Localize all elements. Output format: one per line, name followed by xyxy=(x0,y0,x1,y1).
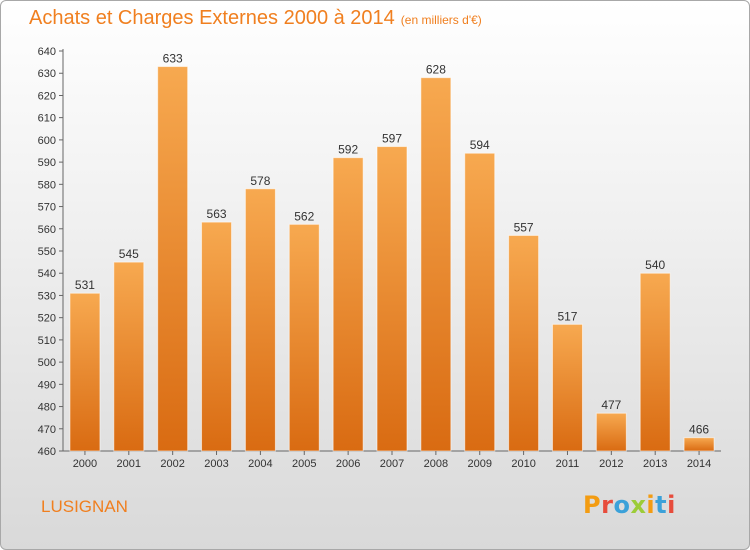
x-tick-label: 2007 xyxy=(380,458,404,470)
logo-letter: i xyxy=(667,491,676,519)
logo-letter: P xyxy=(583,491,602,519)
y-tick-label: 460 xyxy=(38,446,56,458)
bar-2006 xyxy=(333,157,364,451)
y-tick-label: 540 xyxy=(38,268,56,280)
x-tick-label: 2009 xyxy=(467,458,491,470)
x-tick-label: 2004 xyxy=(248,458,272,470)
chart-unit: (en milliers d'€) xyxy=(400,13,482,27)
y-tick-label: 560 xyxy=(38,224,56,236)
data-label: 578 xyxy=(250,174,270,188)
data-label: 466 xyxy=(689,423,709,437)
data-label: 594 xyxy=(470,138,490,152)
x-tick-label: 2001 xyxy=(117,458,141,470)
data-label: 540 xyxy=(645,258,665,272)
bar-2005 xyxy=(289,224,320,451)
bar-2012 xyxy=(596,413,627,451)
y-tick-label: 630 xyxy=(38,68,56,80)
x-tick-label: 2003 xyxy=(204,458,228,470)
bar-2004 xyxy=(245,188,276,451)
y-tick-label: 620 xyxy=(38,90,56,102)
data-label: 563 xyxy=(207,207,227,221)
bar-2000 xyxy=(69,293,100,451)
y-tick-label: 570 xyxy=(38,202,56,214)
bar-2002 xyxy=(157,66,188,452)
data-label: 562 xyxy=(294,209,314,223)
x-tick-label: 2011 xyxy=(556,458,580,470)
chart-title: Achats et Charges Externes 2000 à 2014 (e… xyxy=(29,7,482,30)
chart-title-text: Achats et Charges Externes 2000 à 2014 xyxy=(29,7,395,29)
bar-2001 xyxy=(113,262,144,451)
bar-2009 xyxy=(464,153,495,451)
y-tick-label: 520 xyxy=(38,313,56,325)
bar-2003 xyxy=(201,222,232,451)
commune-name: LUSIGNAN xyxy=(41,497,128,516)
y-tick-label: 610 xyxy=(38,113,56,125)
x-tick-label: 2013 xyxy=(643,458,667,470)
y-tick-label: 470 xyxy=(38,424,56,436)
logo-letter: o xyxy=(613,491,631,519)
data-label: 597 xyxy=(382,132,402,146)
bar-2011 xyxy=(552,324,583,451)
logo-letter: r xyxy=(601,491,614,519)
bar-2013 xyxy=(640,273,671,451)
x-tick-label: 2002 xyxy=(160,458,184,470)
y-tick-label: 550 xyxy=(38,246,56,258)
data-label: 545 xyxy=(119,247,139,261)
data-label: 633 xyxy=(163,52,183,66)
bar-2008 xyxy=(420,77,451,452)
data-label: 628 xyxy=(426,63,446,77)
data-label: 517 xyxy=(557,309,577,323)
x-tick-label: 2000 xyxy=(73,458,97,470)
y-tick-label: 480 xyxy=(38,402,56,414)
y-tick-label: 580 xyxy=(38,179,56,191)
y-tick-label: 640 xyxy=(38,46,56,58)
y-tick-label: 600 xyxy=(38,135,56,147)
data-label: 477 xyxy=(601,398,621,412)
y-tick-label: 590 xyxy=(38,157,56,169)
bar-2007 xyxy=(377,146,407,452)
logo-letter: x xyxy=(630,491,647,519)
x-tick-label: 2006 xyxy=(336,458,360,470)
logo-letter: i xyxy=(646,491,656,519)
bar-2014 xyxy=(684,437,715,451)
data-label: 531 xyxy=(75,278,95,292)
y-tick-label: 500 xyxy=(38,357,56,369)
y-tick-label: 510 xyxy=(38,335,56,347)
bar-2010 xyxy=(508,235,539,451)
x-tick-label: 2010 xyxy=(511,458,535,470)
x-tick-label: 2005 xyxy=(292,458,316,470)
logo-letter: t xyxy=(655,491,668,519)
x-tick-label: 2014 xyxy=(687,458,711,470)
proxiti-logo: Proxiti xyxy=(583,491,676,519)
data-label: 557 xyxy=(514,220,534,234)
x-tick-label: 2008 xyxy=(424,458,448,470)
x-tick-label: 2012 xyxy=(599,458,623,470)
data-label: 592 xyxy=(338,143,358,157)
y-tick-label: 490 xyxy=(38,379,56,391)
y-tick-label: 530 xyxy=(38,290,56,302)
